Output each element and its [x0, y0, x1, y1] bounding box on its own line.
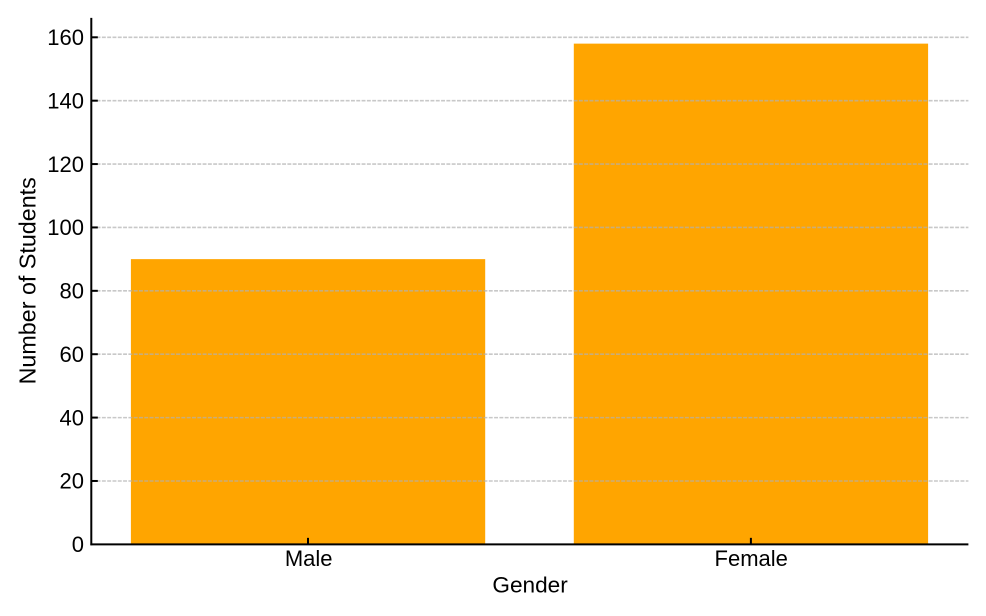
svg-text:Female: Female — [715, 546, 788, 571]
svg-text:40: 40 — [60, 405, 84, 430]
svg-text:60: 60 — [60, 342, 84, 367]
svg-text:Number of Students: Number of Students — [14, 177, 40, 384]
svg-text:140: 140 — [47, 88, 84, 113]
svg-text:120: 120 — [47, 152, 84, 177]
svg-text:160: 160 — [47, 25, 84, 50]
svg-text:Gender: Gender — [492, 572, 568, 597]
svg-text:80: 80 — [60, 279, 84, 304]
svg-text:Male: Male — [285, 546, 333, 571]
svg-text:100: 100 — [47, 215, 84, 240]
svg-text:0: 0 — [72, 532, 84, 557]
svg-text:20: 20 — [60, 469, 84, 494]
